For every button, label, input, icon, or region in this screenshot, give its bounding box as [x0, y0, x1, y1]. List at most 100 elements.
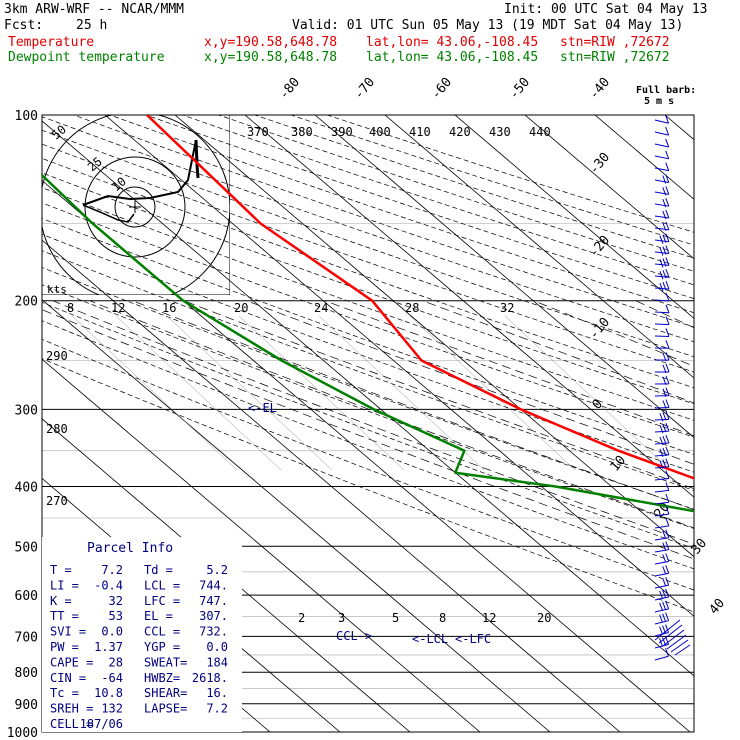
theta-label: 440	[529, 125, 551, 139]
parcel-label: K =	[50, 594, 72, 608]
wind-barb-flag	[665, 292, 670, 302]
parcel-value: -0.4	[94, 578, 123, 592]
parcel-title: Parcel Info	[87, 541, 173, 556]
hodograph-scale-line	[115, 315, 282, 471]
wind-barb-flag	[662, 246, 667, 255]
wind-barb-flag	[662, 566, 667, 575]
parcel-label: LCL =	[144, 578, 180, 592]
hodograph-scale-line	[238, 315, 405, 471]
theta-label: 430	[489, 125, 511, 139]
wind-barb	[654, 363, 670, 374]
parcel-label: SREH =	[50, 702, 93, 716]
temperature-station: stn=RIW ,72672	[560, 35, 670, 50]
dry-adiabat	[42, 339, 694, 591]
isotherm-label: -60	[429, 75, 456, 103]
moist-adiabat	[533, 300, 694, 367]
hodograph-ring	[114, 186, 156, 228]
wind-barb-flag	[662, 210, 667, 220]
wind-barb-shaft	[654, 478, 669, 481]
wind-barb	[654, 198, 670, 208]
hodograph-speed-label: 12	[111, 301, 125, 315]
wind-barb-flag	[665, 340, 670, 349]
theta-label: 380	[291, 125, 313, 139]
hodograph-trace	[194, 139, 200, 179]
wind-barb-flag	[665, 138, 670, 148]
dry-adiabat	[42, 233, 694, 473]
wind-barb-flag	[665, 257, 670, 266]
wind-barb-flag	[665, 328, 670, 337]
wind-barb-flag	[659, 626, 664, 635]
temperature-legend: Temperature	[8, 35, 95, 50]
wind-barb-low	[670, 639, 689, 653]
wind-barb-flag	[665, 351, 670, 361]
wind-barb	[654, 541, 670, 553]
dry-adiabat	[42, 157, 694, 389]
isotherm-label: -70	[352, 75, 379, 103]
wind-barb-flag	[665, 174, 670, 183]
forecast-label: Fcst:	[4, 18, 44, 33]
wind-barb-flag	[659, 413, 664, 422]
wind-barb-flag	[659, 425, 664, 434]
moist-adiabat	[89, 300, 694, 529]
hodograph-speed-label: 8	[67, 301, 74, 315]
wind-barb	[654, 648, 669, 661]
parcel-value: 32	[109, 594, 123, 608]
parcel-label: T =	[50, 563, 72, 577]
wind-barb-flag	[665, 126, 670, 136]
isotherm-label: -40	[587, 75, 614, 103]
hodograph-trace	[82, 139, 197, 206]
wind-barb-shaft	[654, 323, 670, 326]
parcel-label: LI =	[50, 578, 79, 592]
theta-label: 400	[369, 125, 391, 139]
barb-key-label: Full barb:	[636, 85, 696, 96]
wind-barb	[654, 458, 670, 469]
dry-adiabat	[42, 284, 694, 529]
wind-barb	[654, 174, 670, 184]
wind-barb-flag	[665, 529, 670, 538]
wind-barb-flag	[659, 235, 664, 244]
wind-barb	[654, 399, 670, 409]
wind-barb-flag	[665, 576, 670, 586]
wind-barb	[654, 340, 670, 349]
wind-barb-flag	[665, 399, 670, 408]
parcel-value: 744.	[199, 578, 228, 592]
wind-barb-flag	[662, 364, 667, 374]
isotherm-line	[454, 115, 694, 319]
wind-barb-flag	[665, 269, 670, 278]
hodograph-ring-label: 25	[85, 154, 105, 174]
dry-adiabat	[42, 202, 694, 438]
parcel-value: 747.	[199, 594, 228, 608]
wind-barb	[654, 588, 670, 601]
wind-barb	[654, 505, 670, 517]
theta-label: 420	[449, 125, 471, 139]
parcel-value: 10.8	[94, 686, 123, 700]
wind-barb-flag	[665, 565, 670, 574]
temperature-xy: x,y=190.58,648.78	[204, 35, 338, 50]
pressure-tick-label: 300	[15, 403, 38, 418]
isotherm-label: -80	[277, 75, 304, 103]
theta-e-label: 290	[46, 349, 68, 363]
isotherm-label: 40	[707, 596, 729, 618]
wind-barb-flag	[662, 376, 667, 385]
wind-barb-flag	[665, 186, 670, 195]
wind-barb-flag	[662, 447, 667, 457]
pressure-tick-label: 100	[15, 109, 38, 124]
wind-barb	[654, 316, 670, 326]
wind-barb-shaft	[654, 513, 669, 517]
wind-barb-flag	[665, 375, 670, 384]
wind-barb-flag	[665, 162, 670, 171]
wind-barb	[654, 517, 670, 529]
isotherm-line	[664, 115, 694, 141]
moist-adiabat	[635, 300, 694, 329]
parcel-value: 7.2	[206, 702, 228, 716]
wind-barb-shaft	[654, 525, 669, 529]
wind-barb-flag	[662, 400, 667, 409]
wind-barb	[654, 162, 670, 172]
wind-barb	[654, 494, 670, 505]
wind-barb-shaft	[654, 596, 669, 601]
wind-barb-flag	[662, 424, 667, 433]
dewpoint-latlon: lat,lon= 43.06,-108.45	[366, 50, 539, 65]
init-time: Init: 00 UTC Sat 04 May 13	[504, 2, 708, 17]
isotherm-label: 10	[608, 453, 630, 475]
wind-barb-flag	[665, 482, 670, 491]
